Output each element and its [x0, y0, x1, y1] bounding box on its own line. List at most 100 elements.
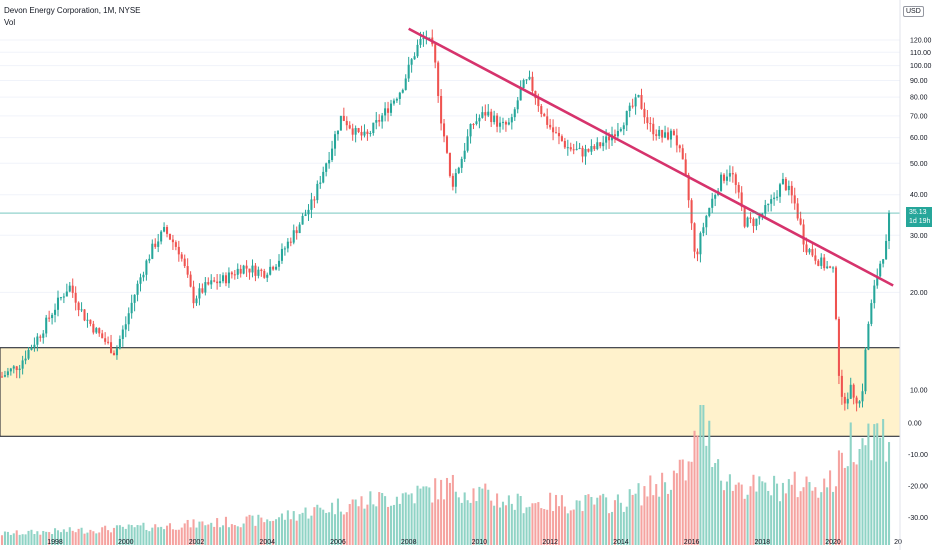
candle — [675, 128, 678, 153]
volume-bar — [572, 509, 575, 545]
volume-bar — [301, 512, 304, 545]
volume-bar — [416, 485, 419, 545]
candle — [136, 280, 139, 302]
volume-bar — [6, 531, 9, 545]
volume-bar — [584, 495, 587, 545]
time-tick-label: 2010 — [472, 539, 488, 546]
candle — [448, 152, 451, 178]
price-tick-label: 40.00 — [910, 192, 928, 199]
candle — [758, 214, 761, 225]
volume-bar — [107, 530, 110, 545]
support-zone — [0, 347, 901, 437]
candle — [339, 115, 342, 131]
volume-bar — [734, 484, 737, 545]
volume-indicator-label[interactable]: Vol — [4, 18, 16, 27]
candle — [139, 273, 142, 292]
volume-bar — [437, 499, 440, 545]
volume-bar — [705, 445, 708, 545]
time-axis[interactable]: 1998 2000 2002 2004 2006 2008 2010 2012 2014 2016… — [47, 539, 902, 546]
symbol-title[interactable]: Devon Energy Corporation, 1M, NYSE — [4, 6, 141, 15]
candle — [690, 198, 693, 230]
volume-bar — [15, 530, 18, 545]
candle — [499, 116, 502, 133]
volume-bar — [0, 535, 4, 545]
candle — [101, 329, 104, 339]
volume-bar — [802, 487, 805, 545]
volume-bar — [610, 511, 614, 545]
candle — [693, 222, 696, 259]
volume-bar — [472, 488, 475, 545]
candle — [366, 129, 369, 141]
candle — [584, 144, 587, 165]
time-tick-label: 2006 — [330, 539, 346, 546]
volume-bar — [422, 486, 425, 545]
price-axis[interactable]: 10.00 20.00 30.00 40.00 50.00 60.00 70.00 80.00… — [910, 38, 932, 395]
volume-bar — [275, 519, 278, 545]
time-tick-label: 2008 — [401, 539, 417, 546]
candle — [127, 307, 130, 332]
volume-bar — [493, 505, 496, 545]
candle — [121, 325, 124, 347]
volume-bar — [823, 478, 826, 545]
candle — [484, 104, 487, 121]
candle — [711, 192, 714, 213]
candle — [781, 172, 784, 185]
volume-bar — [720, 480, 723, 545]
candle — [516, 96, 519, 114]
candle — [525, 79, 528, 85]
time-tick-label: 2002 — [189, 539, 205, 546]
candle — [487, 104, 490, 118]
candle — [861, 383, 864, 408]
volume-bar — [9, 534, 12, 545]
volume-bar — [319, 507, 322, 545]
candle — [298, 222, 301, 234]
volume-bar — [852, 462, 855, 545]
volume-bar — [425, 486, 428, 545]
trendline[interactable] — [408, 27, 894, 287]
candle — [254, 263, 257, 282]
price-tick-label: 100.00 — [910, 63, 932, 70]
candle — [45, 314, 48, 338]
volume-bar — [581, 511, 584, 545]
volume-bar — [233, 525, 236, 545]
candle — [702, 222, 705, 237]
candle — [776, 190, 779, 201]
price-tick-label: 80.00 — [910, 95, 928, 102]
volume-bar — [743, 498, 746, 545]
candle — [708, 207, 711, 218]
volume-bar — [174, 529, 177, 545]
volume-bar — [227, 527, 230, 545]
volume-bar — [345, 512, 348, 545]
volume-bar — [277, 517, 281, 545]
candle — [251, 259, 254, 278]
volume-bar — [817, 497, 820, 545]
candle — [540, 103, 543, 118]
candle — [360, 125, 363, 141]
volume-bar — [428, 487, 431, 545]
volume-bar — [189, 527, 192, 545]
volume-bar — [230, 524, 233, 545]
candle — [292, 224, 295, 245]
candle — [814, 248, 817, 265]
candle — [829, 265, 832, 269]
volume-bar — [867, 423, 870, 545]
volume-bar — [448, 482, 451, 545]
candle — [684, 153, 687, 177]
volume-bar — [410, 493, 413, 545]
candle — [746, 216, 749, 228]
volume-bar — [118, 525, 121, 545]
candle — [124, 316, 127, 338]
currency-badge[interactable]: USD — [903, 6, 924, 17]
volume-bar — [560, 495, 563, 545]
volume-bar — [363, 508, 366, 545]
volume-bar — [746, 494, 749, 545]
candle — [731, 166, 734, 183]
candle — [743, 205, 746, 229]
candle — [198, 283, 201, 306]
volume-bar — [195, 527, 198, 545]
candle — [837, 316, 840, 385]
candle — [752, 217, 755, 233]
volume-bar — [546, 509, 549, 545]
volume-bar — [652, 495, 655, 545]
